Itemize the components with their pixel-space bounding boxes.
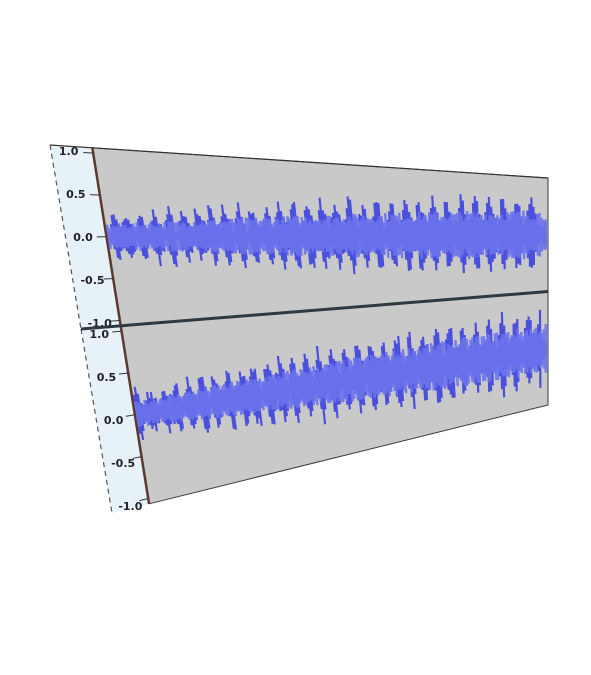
ruler-tick [83, 152, 94, 154]
track-divider[interactable] [80, 290, 549, 331]
ruler-tick-label: 0.0 [104, 414, 124, 427]
ruler-tick-label: 0.5 [97, 371, 117, 384]
waveform-tracks: 1.00.50.0-0.5-1.01.00.50.0-0.5-1.0 [49, 144, 549, 514]
ruler-tick-label: -0.5 [80, 274, 104, 287]
ruler-tick-label: 0.5 [66, 188, 86, 201]
ruler-tick-label: 1.0 [90, 328, 110, 341]
waveform-core [105, 210, 547, 260]
ruler-left-edge [49, 144, 82, 330]
ruler-tick-label: 0.0 [73, 231, 93, 244]
ruler-tick-label: 1.0 [59, 145, 79, 158]
track-right-channel[interactable]: 1.0 0.5 0.0 -0.5 -1.0 [80, 290, 549, 514]
waveform-core [133, 324, 548, 428]
ruler-tick [110, 319, 120, 322]
ruler-tick-label: -1.0 [118, 500, 142, 513]
amplitude-ruler [81, 325, 150, 513]
ruler-left-edge [80, 328, 113, 514]
ruler-tick [118, 372, 129, 375]
ruler-tick [112, 330, 122, 333]
ruler-tick [125, 414, 135, 417]
ruler-tick [132, 456, 142, 459]
top-border [49, 144, 549, 179]
ruler-tick [139, 497, 149, 502]
amplitude-ruler [50, 145, 121, 329]
ruler-tick-label: -0.5 [111, 457, 135, 470]
track-left-channel[interactable]: 1.00.50.0-0.5-1.0 [49, 144, 549, 330]
